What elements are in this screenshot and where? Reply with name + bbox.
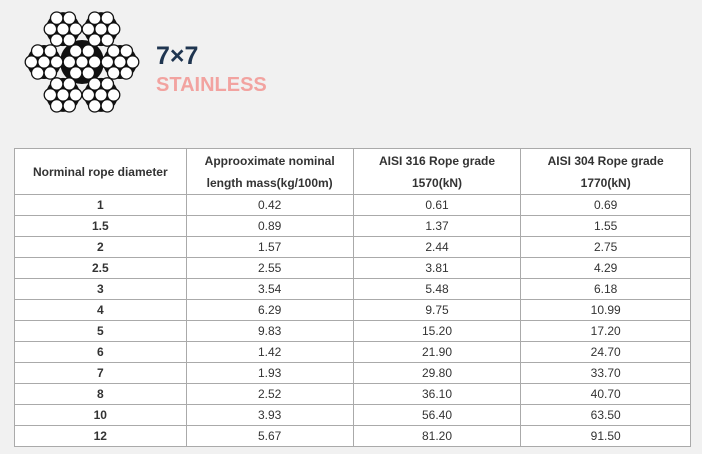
rope-icon (24, 11, 140, 113)
table-cell: 3.81 (352, 257, 522, 279)
table-row: 7 1.93 29.80 33.70 (14, 362, 691, 384)
table-cell: 1.5 (14, 215, 187, 237)
table-cell: 40.70 (520, 383, 691, 405)
table-cell: 0.42 (185, 194, 354, 216)
table-cell: 4 (14, 299, 187, 321)
table-row: 1.5 0.89 1.37 1.55 (14, 215, 691, 237)
table-cell: 3.93 (185, 404, 354, 426)
table-row: 4 6.29 9.75 10.99 (14, 299, 691, 321)
table-body: 1 0.42 0.61 0.69 1.5 0.89 1.37 1.55 2 1.57 2.44 2.7… (14, 194, 691, 447)
table-cell: 0.61 (352, 194, 522, 216)
column-header: Norminal rope diameter (14, 148, 187, 195)
table-row: 5 9.83 15.20 17.20 (14, 320, 691, 342)
table-cell: 36.10 (352, 383, 522, 405)
subtitle: STAINLESS (156, 74, 267, 96)
table-cell: 81.20 (352, 425, 522, 447)
table-cell: 3 (14, 278, 187, 300)
table-cell: 29.80 (352, 362, 522, 384)
table-cell: 1.93 (185, 362, 354, 384)
table-cell: 2 (14, 236, 187, 258)
table-row: 12 5.67 81.20 91.50 (14, 425, 691, 447)
header-line: Approoximate nominal (204, 153, 335, 168)
table-cell: 6.29 (185, 299, 354, 321)
title: 7×7 (156, 42, 199, 70)
table-cell: 0.69 (520, 194, 691, 216)
table-cell: 21.90 (352, 341, 522, 363)
table-cell: 5.67 (185, 425, 354, 447)
table-cell: 2.55 (185, 257, 354, 279)
table-cell: 1.55 (520, 215, 691, 237)
header-line: length mass(kg/100m) (206, 175, 333, 190)
column-header: AISI 316 Rope grade 1570(kN) (352, 148, 522, 195)
table-cell: 5.48 (352, 278, 522, 300)
table-cell: 1.37 (352, 215, 522, 237)
table-cell: 5 (14, 320, 187, 342)
column-header: Approoximate nominal length mass(kg/100m) (185, 148, 354, 195)
table-cell: 33.70 (520, 362, 691, 384)
table-row: 2.5 2.55 3.81 4.29 (14, 257, 691, 279)
table-cell: 4.29 (520, 257, 691, 279)
table-cell: 1.42 (185, 341, 354, 363)
header-line: AISI 316 Rope grade (379, 153, 496, 168)
spec-table: Norminal rope diameter Approoximate nomin… (14, 148, 691, 447)
table-cell: 12 (14, 425, 187, 447)
column-header: AISI 304 Rope grade 1770(kN) (520, 148, 691, 195)
table-cell: 2.52 (185, 383, 354, 405)
table-cell: 91.50 (520, 425, 691, 447)
table-cell: 1.57 (185, 236, 354, 258)
header-line: 1770(kN) (580, 175, 631, 190)
table-cell: 15.20 (352, 320, 522, 342)
header-line: Norminal rope diameter (32, 164, 168, 179)
table-row: 10 3.93 56.40 63.50 (14, 404, 691, 426)
table-cell: 3.54 (185, 278, 354, 300)
table-cell: 63.50 (520, 404, 691, 426)
table-cell: 2.44 (352, 236, 522, 258)
table-cell: 7 (14, 362, 187, 384)
table-cell: 6.18 (520, 278, 691, 300)
table-cell: 6 (14, 341, 187, 363)
table-cell: 2.75 (520, 236, 691, 258)
table-cell: 9.83 (185, 320, 354, 342)
table-row: 3 3.54 5.48 6.18 (14, 278, 691, 300)
header-line: AISI 304 Rope grade (547, 153, 664, 168)
table-cell: 9.75 (352, 299, 522, 321)
table-row: 1 0.42 0.61 0.69 (14, 194, 691, 216)
header-row: Norminal rope diameter Approoximate nomin… (14, 148, 691, 195)
table-row: 2 1.57 2.44 2.75 (14, 236, 691, 258)
table-cell: 17.20 (520, 320, 691, 342)
table-row: 8 2.52 36.10 40.70 (14, 383, 691, 405)
table-cell: 0.89 (185, 215, 354, 237)
table-cell: 8 (14, 383, 187, 405)
header-line: 1570(kN) (412, 175, 463, 190)
table-cell: 10 (14, 404, 187, 426)
table-cell: 56.40 (352, 404, 522, 426)
table-row: 6 1.42 21.90 24.70 (14, 341, 691, 363)
table-cell: 24.70 (520, 341, 691, 363)
table-cell: 10.99 (520, 299, 691, 321)
table-cell: 1 (14, 194, 187, 216)
table-cell: 2.5 (14, 257, 187, 279)
